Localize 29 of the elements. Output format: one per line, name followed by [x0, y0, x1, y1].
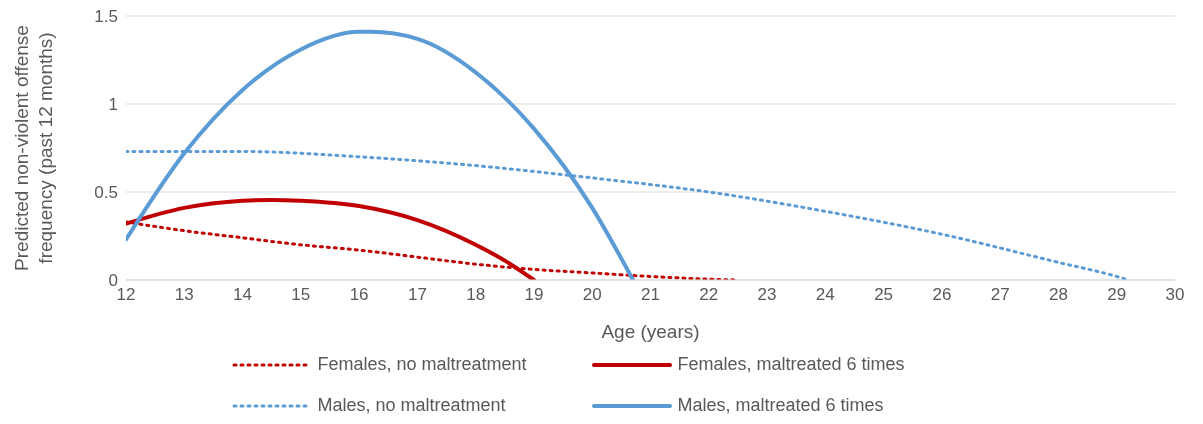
- x-tick-label: 20: [582, 285, 602, 305]
- x-tick-label: 23: [757, 285, 777, 305]
- x-tick-label: 30: [1165, 285, 1185, 305]
- x-tick-label: 15: [291, 285, 311, 305]
- x-tick-label: 24: [815, 285, 835, 305]
- x-tick-label: 17: [407, 285, 427, 305]
- y-tick-label: 1: [108, 95, 118, 115]
- x-tick-label: 12: [116, 285, 136, 305]
- x-tick-label: 29: [1107, 285, 1127, 305]
- x-tick-label: 13: [174, 285, 194, 305]
- legend-label: Females, no maltreatment: [317, 354, 527, 375]
- x-tick-label: 14: [233, 285, 253, 305]
- x-tick-label: 19: [524, 285, 544, 305]
- x-tick-label: 25: [874, 285, 894, 305]
- y-tick-label: 1.5: [94, 7, 118, 27]
- x-tick-label: 18: [466, 285, 486, 305]
- legend-label: Males, no maltreatment: [317, 395, 506, 416]
- x-axis-title: Age (years): [601, 321, 700, 342]
- x-tick-label: 27: [990, 285, 1010, 305]
- y-axis-title: Predicted non-violent offense frequency (past 12 months): [11, 25, 56, 271]
- legend-label: Females, maltreated 6 times: [677, 354, 905, 375]
- x-tick-label: 22: [699, 285, 719, 305]
- x-tick-label: 28: [1048, 285, 1068, 305]
- y-tick-label: 0: [108, 271, 118, 291]
- x-tick-label: 26: [932, 285, 952, 305]
- legend-label: Males, maltreated 6 times: [677, 395, 884, 416]
- x-tick-label: 21: [641, 285, 660, 305]
- y-tick-label: 0.5: [94, 183, 118, 203]
- x-tick-label: 16: [349, 285, 369, 305]
